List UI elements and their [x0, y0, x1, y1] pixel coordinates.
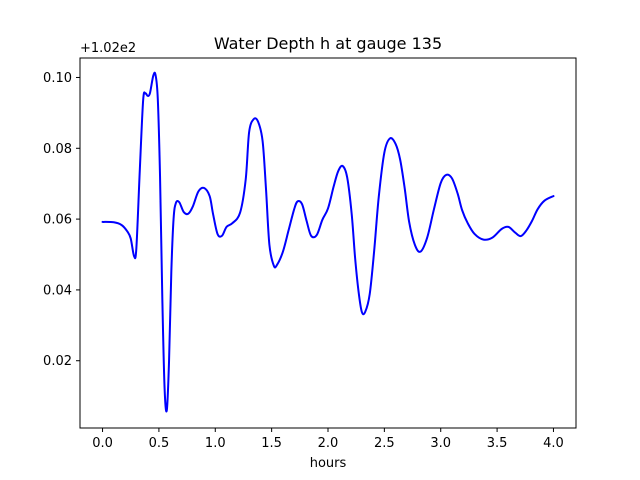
x-tick-label: 1.5 [261, 436, 282, 451]
x-tick-label: 0.5 [149, 436, 170, 451]
x-tick-label: 2.5 [374, 436, 395, 451]
y-axis-ticks: 0.02 0.04 0.06 0.08 0.10 [43, 71, 80, 369]
x-tick-label: 4.0 [543, 436, 564, 451]
y-tick-label: 0.06 [43, 213, 72, 228]
y-axis-offset-label: +1.02e2 [80, 41, 136, 56]
y-tick-label: 0.08 [43, 142, 72, 157]
y-tick-label: 0.02 [43, 354, 72, 369]
data-series-line [101, 71, 555, 413]
y-tick-label: 0.04 [43, 283, 72, 298]
x-tick-label: 2.0 [318, 436, 339, 451]
y-tick-label: 0.10 [43, 71, 72, 86]
x-tick-label: 3.0 [430, 436, 451, 451]
x-tick-label: 1.0 [205, 436, 226, 451]
x-tick-label: 3.5 [487, 436, 508, 451]
chart-title: Water Depth h at gauge 135 [214, 34, 442, 53]
x-axis-ticks: 0.0 0.5 1.0 1.5 2.0 2.5 3.0 3.5 4.0 [92, 428, 564, 451]
x-axis-label: hours [310, 456, 347, 471]
x-tick-label: 0.0 [92, 436, 113, 451]
